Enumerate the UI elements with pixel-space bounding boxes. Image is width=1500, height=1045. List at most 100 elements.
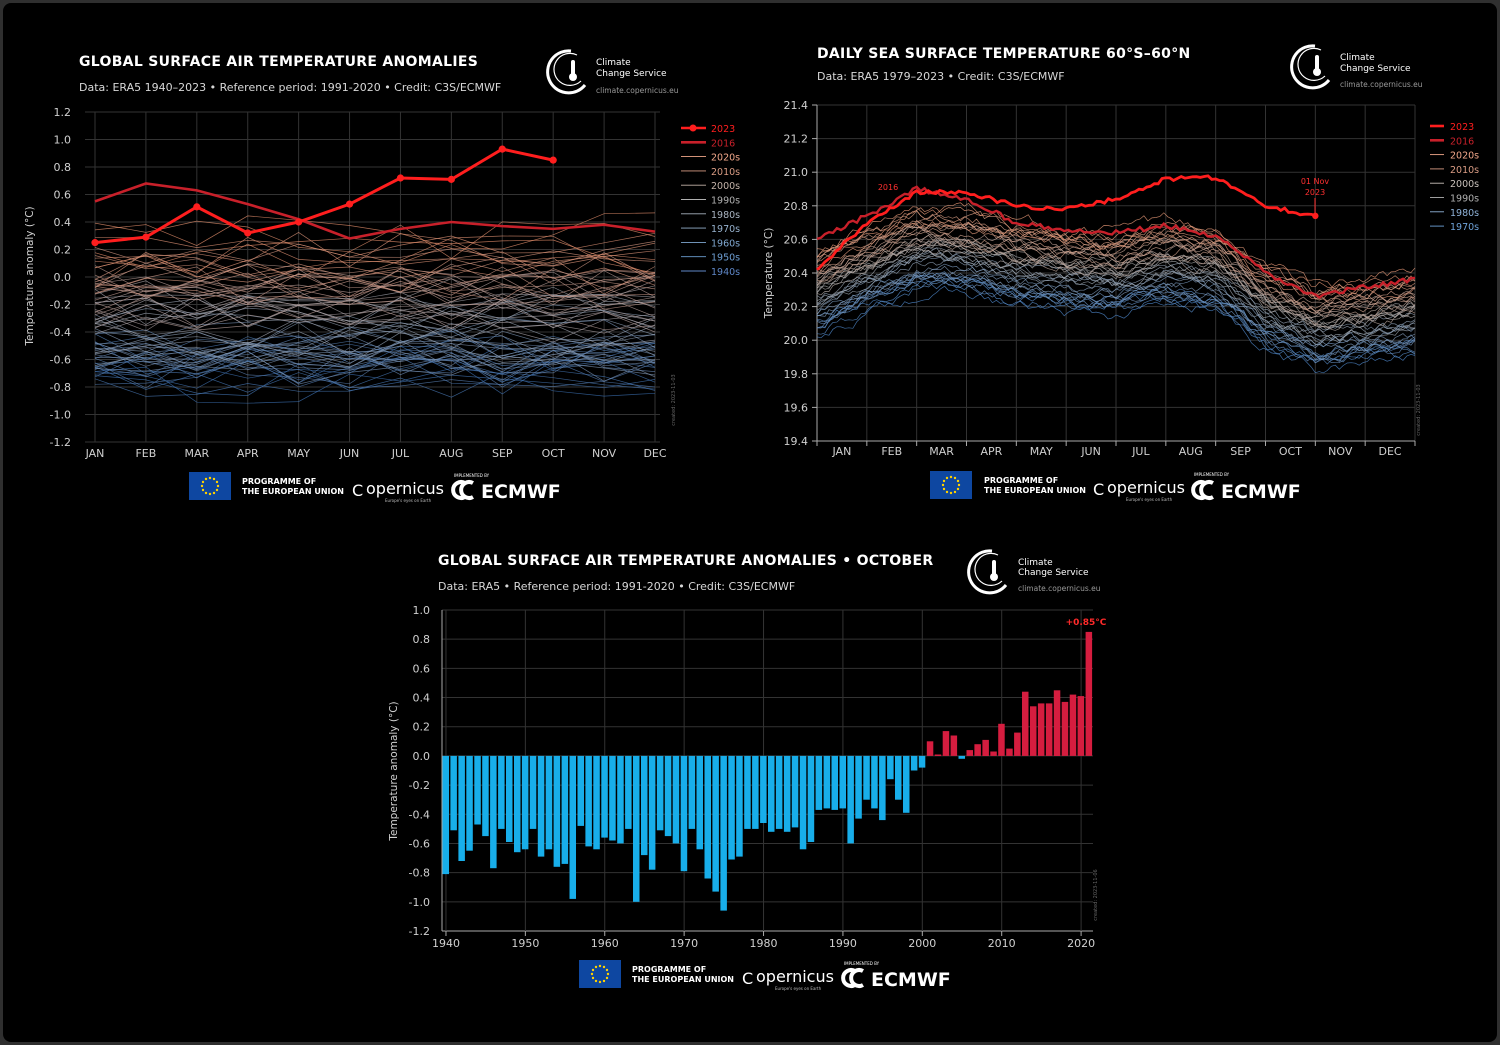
chart3-bar (688, 755, 696, 829)
chart2-created-stamp: created: 2023-11-03 (1416, 384, 1422, 435)
chart2-legend-label: 1980s (1450, 208, 1479, 219)
chart2-year-line (816, 271, 1416, 360)
chart2-x-tick-label: JAN (832, 445, 852, 458)
chart3-x-tick-label: 1970 (670, 937, 698, 950)
copernicus-tagline: Europe's eyes on Earth (775, 986, 822, 991)
chart2-legend-label: 1990s (1450, 194, 1479, 205)
chart2-year-line (816, 239, 1416, 329)
chart1-x-tick-label: JUN (339, 447, 360, 460)
chart1-background-lines (94, 212, 656, 404)
eu-text-line1: PROGRAMME OF (632, 965, 706, 974)
chart3-bar (474, 755, 481, 825)
chart3-bar (514, 755, 521, 853)
chart1-legend-label: 1980s (711, 210, 740, 221)
chart3-bars (442, 631, 1093, 911)
chart1-year-line (94, 252, 656, 289)
chart1-year-line (94, 293, 656, 328)
chart3-bar (672, 755, 680, 844)
chart3-bar (752, 755, 759, 829)
chart3-bar (783, 755, 791, 832)
chart1-year-line (94, 340, 656, 370)
chart3-bar (625, 755, 632, 829)
chart3-bar (958, 755, 965, 759)
chart1-title: GLOBAL SURFACE AIR TEMPERATURE ANOMALIES (79, 54, 478, 70)
chart3-bar (442, 755, 449, 875)
chart1-subtitle: Data: ERA5 1940–2023 • Reference period:… (79, 81, 501, 94)
chart3-bar (1061, 701, 1069, 756)
chart3-bar (974, 744, 981, 756)
copernicus-wordmark: opernicus (1107, 478, 1185, 497)
annotation-date: 01 Nov (1301, 177, 1330, 186)
eu-flag-icon (930, 471, 972, 499)
chart3-subtitle: Data: ERA5 • Reference period: 1991-2020… (438, 580, 795, 593)
ecmwf-wordmark: ECMWF (1221, 481, 1301, 503)
climate-change-service-icon (967, 549, 1008, 595)
chart3-bar (950, 735, 958, 756)
chart3-bar (656, 755, 664, 831)
chart3-y-tick-label: 0.4 (413, 692, 431, 705)
c3s-line1: Climate (1018, 558, 1053, 568)
chart1-legend-label: 1950s (711, 253, 740, 264)
chart1: GLOBAL SURFACE AIR TEMPERATURE ANOMALIES… (24, 54, 740, 460)
chart1-year-line (94, 349, 656, 385)
chart3-bar (815, 755, 823, 810)
chart2-x-tick-label: OCT (1279, 445, 1302, 458)
chart3-x-tick-label: 1960 (591, 937, 619, 950)
chart3-x-tick-label: 1950 (511, 937, 539, 950)
chart3-bar (998, 723, 1005, 756)
chart3-y-tick-label: -1.2 (409, 925, 430, 938)
chart3-bar (633, 755, 640, 902)
implemented-by: IMPLEMENTED BY (844, 961, 880, 966)
chart1-x-tick-label: FEB (135, 447, 156, 460)
chart3-bar (498, 755, 505, 829)
chart3: GLOBAL SURFACE AIR TEMPERATURE ANOMALIES… (388, 553, 1107, 950)
chart1-year-line (94, 354, 656, 389)
chart1-y-tick-label: -0.8 (50, 381, 71, 394)
chart1-x-tick-label: AUG (439, 447, 463, 460)
chart2-year-line (816, 246, 1416, 334)
climate-change-service-icon (1290, 44, 1331, 90)
chart1-year-line (94, 251, 656, 288)
chart1-year-line (94, 250, 656, 280)
chart1-y-tick-label: -0.6 (50, 354, 71, 367)
eu-text-line2: THE EUROPEAN UNION (242, 487, 344, 496)
eu-text-line1: PROGRAMME OF (984, 476, 1058, 485)
chart3-bar (942, 731, 950, 756)
chart2-year-line (816, 231, 1416, 314)
chart3-bar (553, 755, 561, 867)
chart3-bar (831, 755, 838, 810)
chart2-y-tick-label: 20.8 (784, 200, 809, 213)
chart2-title: DAILY SEA SURFACE TEMPERATURE 60°S–60°N (817, 46, 1191, 62)
chart3-y-tick-label: 1.0 (413, 604, 431, 617)
chart1-year-line (94, 275, 656, 313)
chart1-year-line (94, 366, 656, 404)
chart3-bar (1030, 706, 1037, 756)
chart2-x-tick-label: APR (981, 445, 1003, 458)
chart3-y-tick-label: -0.4 (409, 808, 430, 821)
chart2-year-line (816, 278, 1416, 362)
chart3-bar (696, 755, 703, 850)
chart2-year-line (816, 237, 1416, 326)
chart2-year-line (816, 236, 1416, 319)
chart2-x-tick-label: AUG (1179, 445, 1203, 458)
eu-text-line1: PROGRAMME OF (242, 477, 316, 486)
chart1-y-tick-label: 0.2 (54, 244, 72, 257)
chart1-legend-label: 2010s (711, 167, 740, 178)
chart3-bar (855, 755, 862, 819)
chart1-year-line (94, 331, 656, 364)
chart1-series-2016 (94, 182, 656, 240)
chart3-y-tick-label: -0.8 (409, 867, 430, 880)
chart1-year-line (94, 231, 656, 268)
chart2-series (816, 174, 1416, 299)
chart3-bar (760, 755, 767, 823)
chart1-year-line (94, 263, 656, 298)
chart1-y-tick-label: -0.4 (50, 326, 71, 339)
c3s-logo-chart1: Climate Change Service climate.copernicu… (546, 49, 679, 95)
chart3-x-tick-label: 1980 (750, 937, 778, 950)
chart3-bar (1006, 748, 1013, 756)
chart1-x-tick-label: DEC (643, 447, 666, 460)
chart2-legend-label: 2016 (1450, 136, 1474, 147)
ecmwf-icon (451, 480, 475, 500)
chart3-bar (990, 751, 997, 756)
chart3-bar (1022, 691, 1029, 756)
